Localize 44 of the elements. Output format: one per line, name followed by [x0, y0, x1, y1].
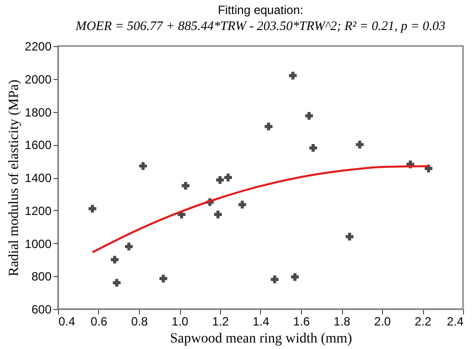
point — [424, 164, 432, 172]
y-tick-label: 1800 — [24, 105, 52, 120]
y-tick-label: 600 — [31, 302, 52, 316]
point — [224, 174, 232, 182]
point — [182, 182, 190, 190]
x-tick-label: 0.6 — [90, 314, 108, 328]
point — [216, 176, 224, 184]
point — [214, 210, 222, 218]
point — [110, 256, 119, 264]
chart-title: Fitting equation: — [218, 3, 304, 17]
x-tick-label: 0.4 — [58, 314, 76, 328]
y-tick-label: 2200 — [24, 40, 52, 54]
point — [88, 204, 96, 213]
point — [139, 162, 147, 170]
y-axis-title: Radial modulus of elasticity (MPa) — [6, 79, 22, 276]
point — [125, 242, 133, 250]
point — [289, 72, 297, 80]
point — [264, 122, 272, 130]
y-tick-label: 1200 — [24, 204, 52, 218]
x-tick-label: 1.6 — [293, 314, 310, 328]
x-tick-label: 2.2 — [414, 314, 432, 328]
x-tick-label: 1.8 — [334, 314, 351, 328]
point — [159, 274, 168, 282]
y-tick-label: 1400 — [24, 171, 52, 185]
y-tick-label: 1600 — [24, 138, 52, 152]
point — [346, 232, 354, 241]
y-tick-label: 1000 — [24, 236, 52, 251]
y-tick-label: 2000 — [24, 72, 52, 86]
x-tick-label: 1.0 — [172, 314, 189, 328]
x-tick-label: 0.8 — [131, 314, 148, 328]
point — [112, 278, 121, 287]
point — [309, 144, 318, 152]
x-tick-label: 1.2 — [212, 314, 230, 328]
point — [270, 276, 279, 284]
point — [356, 140, 364, 148]
chart-subtitle: MOER = 506.77 + 885.44*TRW - 203.50*TRW^2; R² = 0.21, p = 0.03 — [74, 18, 446, 33]
point — [291, 273, 299, 281]
x-tick-label: 2.4 — [446, 314, 464, 328]
point — [238, 200, 246, 208]
x-tick-label: 1.4 — [252, 314, 270, 328]
x-axis-title: Sapwood mean ring width (mm) — [170, 332, 352, 346]
x-tick-label: 2.0 — [374, 314, 392, 328]
point — [305, 112, 313, 120]
y-tick-label: 800 — [31, 270, 52, 284]
